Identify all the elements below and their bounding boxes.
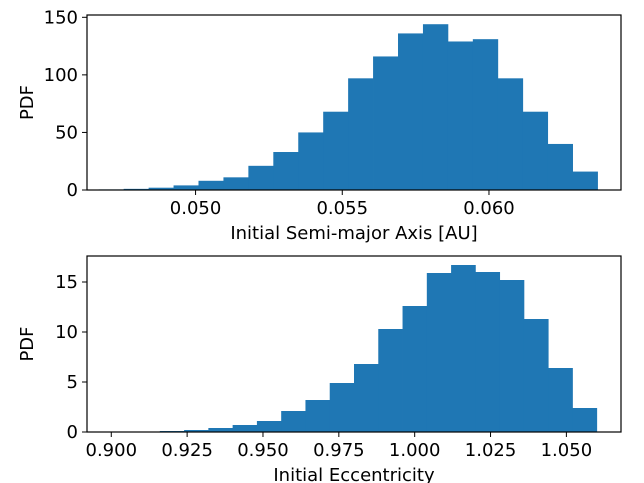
x-tick-label: 0.975 [313, 440, 365, 461]
histogram-bar [232, 425, 258, 432]
histogram-bar [475, 272, 501, 432]
axes-frame [86, 14, 622, 191]
x-tick-label: 1.025 [465, 440, 517, 461]
histogram-bar [522, 111, 549, 190]
histogram-bar [208, 428, 234, 432]
histogram-bar [184, 430, 209, 432]
histogram-bar [523, 319, 549, 432]
histogram-bar [451, 265, 476, 432]
x-axis-label: Initial Eccentricity [273, 465, 435, 483]
axes-frame [86, 255, 622, 433]
x-tick-label: 0.055 [316, 198, 368, 219]
y-axis-label: PDF [17, 85, 38, 120]
y-ticks: 0 50 100 150 [44, 7, 87, 201]
histogram-bar [323, 111, 349, 190]
histogram-bar [298, 132, 324, 190]
histogram-bar [223, 177, 249, 190]
histogram-bar [402, 306, 428, 432]
y-tick-label: 5 [67, 372, 78, 393]
y-tick-label: 100 [44, 65, 78, 86]
x-tick-label: 0.950 [237, 440, 289, 461]
y-tick-label: 50 [55, 122, 78, 143]
histogram-bar [281, 411, 306, 432]
x-tick-label: 0.925 [161, 440, 213, 461]
x-tick-label: 1.050 [541, 440, 593, 461]
histogram-bar [548, 368, 573, 432]
histogram-bar [378, 329, 403, 432]
x-tick-label: 0.050 [170, 198, 222, 219]
x-tick-label: 1.000 [389, 440, 441, 461]
histogram-bar [398, 33, 424, 190]
x-ticks: 0.050 0.055 0.060 [170, 190, 515, 219]
y-axis-label: PDF [17, 326, 38, 361]
histogram-bar [305, 400, 331, 432]
histogram-bar [329, 383, 355, 432]
histogram-bar [572, 408, 598, 432]
y-ticks: 0 5 10 15 [55, 272, 87, 443]
histogram-bar [499, 280, 525, 432]
bars-group [98, 24, 598, 191]
histogram-bar [472, 39, 499, 191]
histogram-bar [256, 421, 282, 432]
y-tick-label: 15 [55, 272, 78, 293]
eccentricity-histogram: 0.900 0.925 0.950 0.975 1.000 1.025 1.050 0 5 10… [17, 255, 622, 483]
histogram-bar [198, 180, 224, 190]
histogram-bar [248, 165, 274, 190]
histogram-bar [273, 152, 299, 190]
histogram-bar [547, 143, 573, 190]
histogram-bar [447, 41, 474, 191]
y-tick-label: 150 [44, 7, 78, 28]
x-tick-label: 0.060 [463, 198, 515, 219]
y-tick-label: 10 [55, 322, 78, 343]
x-axis-label: Initial Semi-major Axis [AU] [230, 223, 477, 244]
x-tick-label: 0.900 [86, 440, 138, 461]
x-ticks: 0.900 0.925 0.950 0.975 1.000 1.025 1.050 [86, 432, 593, 461]
histogram-bar [348, 78, 374, 190]
histogram-bar [426, 273, 452, 432]
histogram-bar [422, 24, 449, 190]
y-tick-label: 0 [67, 422, 78, 443]
histogram-bar [373, 56, 399, 190]
histogram-bar [148, 187, 174, 190]
histogram-bar [354, 364, 379, 432]
bars-group [111, 265, 598, 432]
histogram-bar [497, 78, 524, 190]
y-tick-label: 0 [67, 180, 78, 201]
histogram-bar [173, 185, 199, 190]
semi-major-axis-histogram: 0.050 0.055 0.060 0 50 100 150 Initial Semi-m… [17, 7, 622, 244]
histogram-bar [572, 171, 598, 190]
